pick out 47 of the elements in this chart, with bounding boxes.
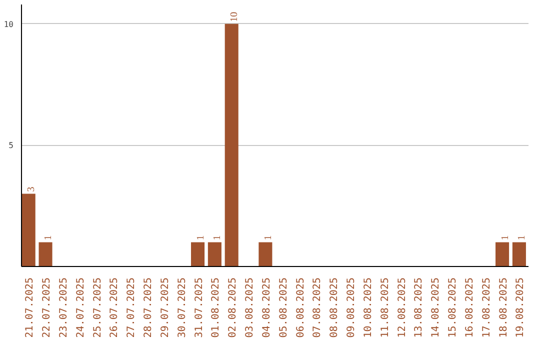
data-label: 1 bbox=[195, 235, 206, 240]
x-tick-label: 01.08.2025 bbox=[210, 277, 222, 338]
bar bbox=[38, 242, 52, 266]
x-tick-label: 03.08.2025 bbox=[244, 277, 256, 338]
x-tick-label: 26.07.2025 bbox=[109, 277, 120, 338]
x-tick-label: 04.08.2025 bbox=[261, 277, 272, 338]
bar bbox=[258, 242, 272, 266]
x-tick-label: 17.08.2025 bbox=[481, 277, 492, 338]
x-tick-label: 07.08.2025 bbox=[312, 277, 324, 338]
bar bbox=[496, 242, 510, 266]
x-tick-label: 05.08.2025 bbox=[278, 277, 290, 338]
x-tick-label: 09.08.2025 bbox=[346, 277, 358, 338]
x-tick-label: 08.08.2025 bbox=[329, 277, 340, 338]
x-tick-label: 23.07.2025 bbox=[58, 277, 70, 338]
data-label: 1 bbox=[500, 235, 511, 240]
x-tick-label: 12.08.2025 bbox=[396, 277, 408, 338]
x-tick-label: 28.07.2025 bbox=[143, 277, 154, 338]
bar bbox=[224, 24, 238, 266]
x-tick-label: 13.08.2025 bbox=[414, 277, 425, 338]
x-tick-label: 22.07.2025 bbox=[42, 277, 53, 338]
x-tick-label: 02.08.2025 bbox=[228, 277, 239, 338]
data-label: 1 bbox=[516, 235, 528, 240]
x-tick-label: 31.07.2025 bbox=[194, 277, 205, 338]
x-tick-label: 29.07.2025 bbox=[160, 277, 171, 338]
bar bbox=[208, 242, 222, 266]
x-tick-label: 27.07.2025 bbox=[126, 277, 138, 338]
x-tick-label: 15.08.2025 bbox=[448, 277, 459, 338]
x-tick-label: 16.08.2025 bbox=[464, 277, 476, 338]
bar bbox=[191, 242, 205, 266]
x-tick-label: 14.08.2025 bbox=[430, 277, 442, 338]
y-tick-label: 5 bbox=[8, 141, 14, 150]
bar bbox=[512, 242, 526, 266]
data-label: 1 bbox=[212, 235, 224, 240]
x-tick-label: 21.07.2025 bbox=[24, 277, 36, 338]
data-label: 1 bbox=[262, 235, 274, 240]
x-tick-label: 06.08.2025 bbox=[295, 277, 306, 338]
data-label: 3 bbox=[26, 186, 38, 192]
data-label: 1 bbox=[43, 235, 54, 240]
x-tick-label: 30.07.2025 bbox=[176, 277, 188, 338]
x-tick-label: 19.08.2025 bbox=[515, 277, 526, 338]
x-tick-label: 10.08.2025 bbox=[362, 277, 374, 338]
x-tick-label: 11.08.2025 bbox=[380, 277, 391, 338]
x-tick-label: 24.07.2025 bbox=[75, 277, 86, 338]
x-tick-label: 25.07.2025 bbox=[92, 277, 104, 338]
x-tick-label: 18.08.2025 bbox=[498, 277, 510, 338]
bar bbox=[22, 194, 36, 266]
data-label: 10 bbox=[229, 12, 240, 22]
